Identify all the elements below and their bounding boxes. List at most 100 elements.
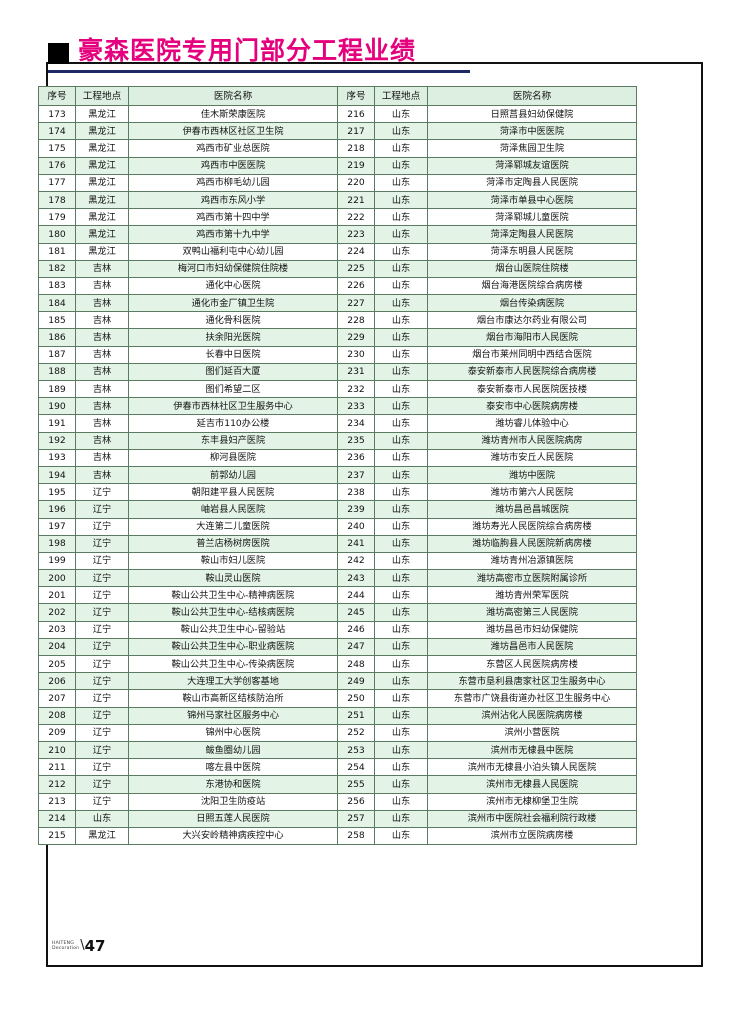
cell-hospital-right: 潍坊昌邑市人民医院: [427, 637, 637, 657]
cell-hospital-left: 鞍山市妇儿医院: [128, 551, 338, 571]
cell-hospital-right: 潍坊市安丘人民医院: [427, 448, 637, 467]
cell-location-left: 吉林: [75, 397, 129, 416]
cell-num-left: 209: [38, 723, 76, 742]
table-row: 205 辽宁 鞍山公共卫生中心-传染病医院 248 山东 东营区人民医院病房楼: [38, 654, 637, 674]
cell-hospital-right: 潍坊高密市立医院附属诊所: [427, 569, 637, 588]
cell-num-right: 235: [337, 431, 375, 450]
cell-location-right: 山东: [374, 706, 428, 725]
table-row: 193 吉林 柳河县医院 236 山东 潍坊市安丘人民医院: [38, 448, 637, 467]
table-row: 177 黑龙江 鸡西市柳毛幼儿园 220 山东 菏泽市定陶县人民医院: [38, 173, 637, 192]
cell-location-left: 辽宁: [75, 586, 129, 605]
cell-hospital-right: 泰安市中心医院病房楼: [427, 397, 637, 416]
table-row: 189 吉林 图们希望二区 232 山东 泰安新泰市人民医院医技楼: [38, 379, 637, 399]
cell-hospital-right: 滨州市无棣柳堡卫生院: [427, 792, 637, 811]
cell-hospital-left: 普兰店杨树房医院: [128, 534, 338, 553]
cell-num-right: 229: [337, 328, 375, 347]
table-row: 194 吉林 前郭幼儿园 237 山东 潍坊中医院: [38, 465, 637, 485]
cell-num-right: 226: [337, 276, 375, 296]
cell-location-left: 黑龙江: [75, 225, 129, 244]
cell-hospital-left: 伊春市西林社区卫生服务中心: [128, 397, 338, 416]
cell-location-left: 辽宁: [75, 758, 129, 777]
cell-hospital-left: 岫岩县人民医院: [128, 500, 338, 519]
cell-num-right: 241: [337, 534, 375, 553]
cell-location-right: 山东: [374, 569, 428, 588]
table-row: 174 黑龙江 伊春市西林区社区卫生院 217 山东 菏泽市中医医院: [38, 122, 637, 141]
cell-hospital-right: 菏泽郓城儿童医院: [427, 208, 637, 227]
cell-location-left: 辽宁: [75, 620, 129, 639]
cell-hospital-right: 潍坊昌邑市妇幼保健院: [427, 620, 637, 639]
cell-hospital-left: 鞍山市高新区结核防治所: [128, 689, 338, 708]
table-row: 215 黑龙江 大兴安岭精神病疾控中心 258 山东 滨州市立医院病房楼: [38, 826, 637, 846]
cell-num-left: 180: [38, 225, 76, 244]
cell-location-left: 黑龙江: [75, 156, 129, 175]
cell-hospital-left: 通化骨科医院: [128, 311, 338, 330]
cell-location-right: 山东: [374, 809, 428, 828]
cell-hospital-left: 鸡西市中医医院: [128, 156, 338, 175]
cell-num-right: 224: [337, 242, 375, 261]
cell-hospital-left: 日照五莲人民医院: [128, 809, 338, 828]
page-title: 豪森医院专用门部分工程业绩: [78, 36, 417, 65]
table-row: 179 黑龙江 鸡西市第十四中学 222 山东 菏泽郓城儿童医院: [38, 208, 637, 227]
cell-hospital-right: 菏泽市中医医院: [427, 122, 637, 141]
cell-hospital-left: 鸡西市第十四中学: [128, 208, 338, 227]
cell-hospital-left: 鞍山公共卫生中心-职业病医院: [128, 637, 338, 657]
cell-num-right: 237: [337, 465, 375, 485]
cell-hospital-left: 鞍山公共卫生中心-留验站: [128, 620, 338, 639]
cell-num-left: 185: [38, 311, 76, 330]
cell-hospital-left: 大连理工大学创客基地: [128, 672, 338, 691]
cell-location-right: 山东: [374, 723, 428, 742]
header-num-left: 序号: [38, 86, 76, 106]
cell-hospital-left: 鞍山公共卫生中心-精神病医院: [128, 586, 338, 605]
cell-num-right: 250: [337, 689, 375, 708]
cell-location-left: 吉林: [75, 362, 129, 382]
page-number: 47: [84, 937, 106, 955]
cell-num-right: 233: [337, 397, 375, 416]
cell-location-right: 山东: [374, 276, 428, 296]
cell-num-right: 238: [337, 483, 375, 502]
cell-num-left: 211: [38, 758, 76, 777]
table-row: 209 辽宁 锦州中心医院 252 山东 滨州小营医院: [38, 723, 637, 742]
cell-num-left: 181: [38, 242, 76, 261]
cell-hospital-right: 烟台传染病医院: [427, 294, 637, 313]
cell-location-right: 山东: [374, 139, 428, 158]
table-row: 184 吉林 通化市金厂镇卫生院 227 山东 烟台传染病医院: [38, 294, 637, 313]
cell-num-left: 173: [38, 104, 76, 124]
cell-location-right: 山东: [374, 620, 428, 639]
cell-location-left: 黑龙江: [75, 139, 129, 158]
cell-hospital-right: 东营市垦利县唐家社区卫生服务中心: [427, 672, 637, 691]
cell-hospital-right: 潍坊中医院: [427, 465, 637, 485]
cell-location-left: 辽宁: [75, 500, 129, 519]
cell-hospital-right: 菏泽市定陶县人民医院: [427, 173, 637, 192]
cell-hospital-left: 通化市金厂镇卫生院: [128, 294, 338, 313]
cell-num-left: 183: [38, 276, 76, 296]
cell-hospital-left: 锦州马家社区服务中心: [128, 706, 338, 725]
table-row: 180 黑龙江 鸡西市第十九中学 223 山东 菏泽定陶县人民医院: [38, 225, 637, 244]
cell-hospital-left: 鞍山公共卫生中心-结核病医院: [128, 603, 338, 622]
table-row: 210 辽宁 鲅鱼圈幼儿园 253 山东 滨州市无棣县中医院: [38, 740, 637, 760]
cell-hospital-right: 滨州市无棣县小泊头镇人民医院: [427, 758, 637, 777]
cell-num-left: 213: [38, 792, 76, 811]
table-row: 181 黑龙江 双鸭山福利屯中心幼儿园 224 山东 菏泽东明县人民医院: [38, 242, 637, 261]
cell-hospital-right: 烟台山医院住院楼: [427, 259, 637, 278]
cell-location-right: 山东: [374, 689, 428, 708]
cell-location-left: 辽宁: [75, 775, 129, 794]
cell-hospital-left: 扶余阳光医院: [128, 328, 338, 347]
cell-num-right: 256: [337, 792, 375, 811]
cell-location-right: 山东: [374, 465, 428, 485]
cell-location-left: 黑龙江: [75, 242, 129, 261]
table-row: 212 辽宁 东港协和医院 255 山东 滨州市无棣县人民医院: [38, 775, 637, 794]
table-row: 192 吉林 东丰县妇产医院 235 山东 潍坊青州市人民医院病房: [38, 431, 637, 450]
cell-location-right: 山东: [374, 826, 428, 846]
cell-num-right: 252: [337, 723, 375, 742]
table-row: 207 辽宁 鞍山市高新区结核防治所 250 山东 东营市广饶县街道办社区卫生服务中心: [38, 689, 637, 708]
cell-location-left: 吉林: [75, 465, 129, 485]
cell-location-right: 山东: [374, 517, 428, 536]
cell-hospital-right: 东营区人民医院病房楼: [427, 654, 637, 674]
cell-num-left: 188: [38, 362, 76, 382]
cell-location-right: 山东: [374, 397, 428, 416]
cell-num-right: 232: [337, 379, 375, 399]
cell-hospital-left: 双鸭山福利屯中心幼儿园: [128, 242, 338, 261]
cell-hospital-right: 菏泽郓城友谊医院: [427, 156, 637, 175]
cell-hospital-right: 潍坊市第六人民医院: [427, 483, 637, 502]
